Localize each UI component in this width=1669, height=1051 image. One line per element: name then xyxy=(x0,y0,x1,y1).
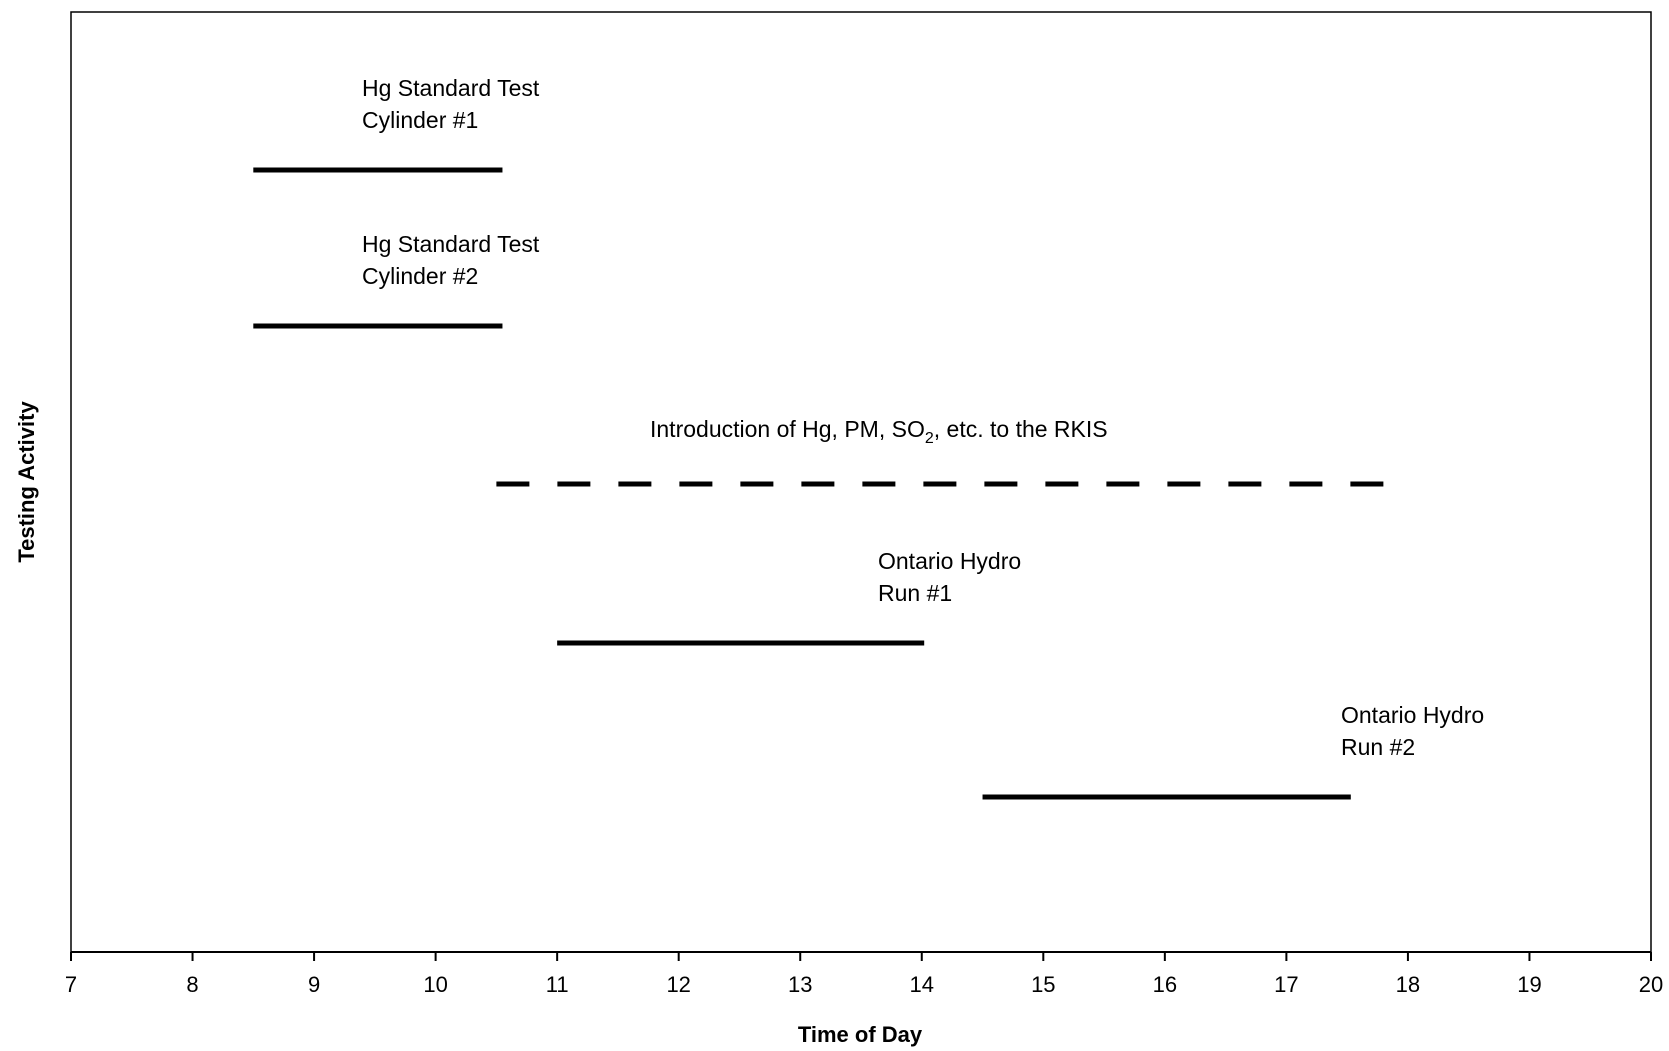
x-tick-label: 15 xyxy=(1031,972,1055,997)
activity-label: Ontario Hydro Run #1 xyxy=(878,548,1021,606)
activity-label: Introduction of Hg, PM, SO2, etc. to the… xyxy=(650,416,1108,447)
activity-label-line: Cylinder #2 xyxy=(362,263,478,289)
activity-label-line: Run #1 xyxy=(878,580,952,606)
x-ticks: 7 8 9 10 11 12 13 14 15 16 17 18 19 20 xyxy=(65,952,1663,997)
x-axis-title: Time of Day xyxy=(798,1022,923,1047)
x-tick-label: 10 xyxy=(423,972,447,997)
x-tick-label: 8 xyxy=(186,972,198,997)
x-tick-label: 12 xyxy=(666,972,690,997)
x-tick-label: 11 xyxy=(546,972,569,997)
activity-label-line: Ontario Hydro xyxy=(1341,702,1484,728)
x-tick-label: 14 xyxy=(910,972,934,997)
x-tick-label: 13 xyxy=(788,972,812,997)
activity-label: Ontario Hydro Run #2 xyxy=(1341,702,1484,760)
activity-label-part: , etc. to the RKIS xyxy=(934,416,1108,442)
activity-label-line: Ontario Hydro xyxy=(878,548,1021,574)
activity-label: Hg Standard Test Cylinder #1 xyxy=(362,75,540,133)
activity-annotations: Hg Standard Test Cylinder #1Hg Standard T… xyxy=(362,75,1484,760)
activity-label-line: Hg Standard Test xyxy=(362,75,540,101)
x-tick-label: 7 xyxy=(65,972,77,997)
activity-label-line: Cylinder #1 xyxy=(362,107,478,133)
plot-frame xyxy=(70,11,1652,953)
activity-bars xyxy=(253,167,1408,800)
activity-label-part: Introduction of Hg, PM, SO xyxy=(650,416,925,442)
x-tick-label: 16 xyxy=(1153,972,1177,997)
x-tick-label: 9 xyxy=(308,972,320,997)
x-tick-label: 19 xyxy=(1517,972,1541,997)
activity-label-line: Hg Standard Test xyxy=(362,231,540,257)
x-tick-label: 18 xyxy=(1396,972,1420,997)
activity-label-part: 2 xyxy=(925,430,934,447)
y-axis-title: Testing Activity xyxy=(14,401,39,563)
x-tick-label: 17 xyxy=(1274,972,1298,997)
activity-label-line: Run #2 xyxy=(1341,734,1415,760)
activity-label: Hg Standard Test Cylinder #2 xyxy=(362,231,540,289)
x-tick-label: 20 xyxy=(1639,972,1663,997)
